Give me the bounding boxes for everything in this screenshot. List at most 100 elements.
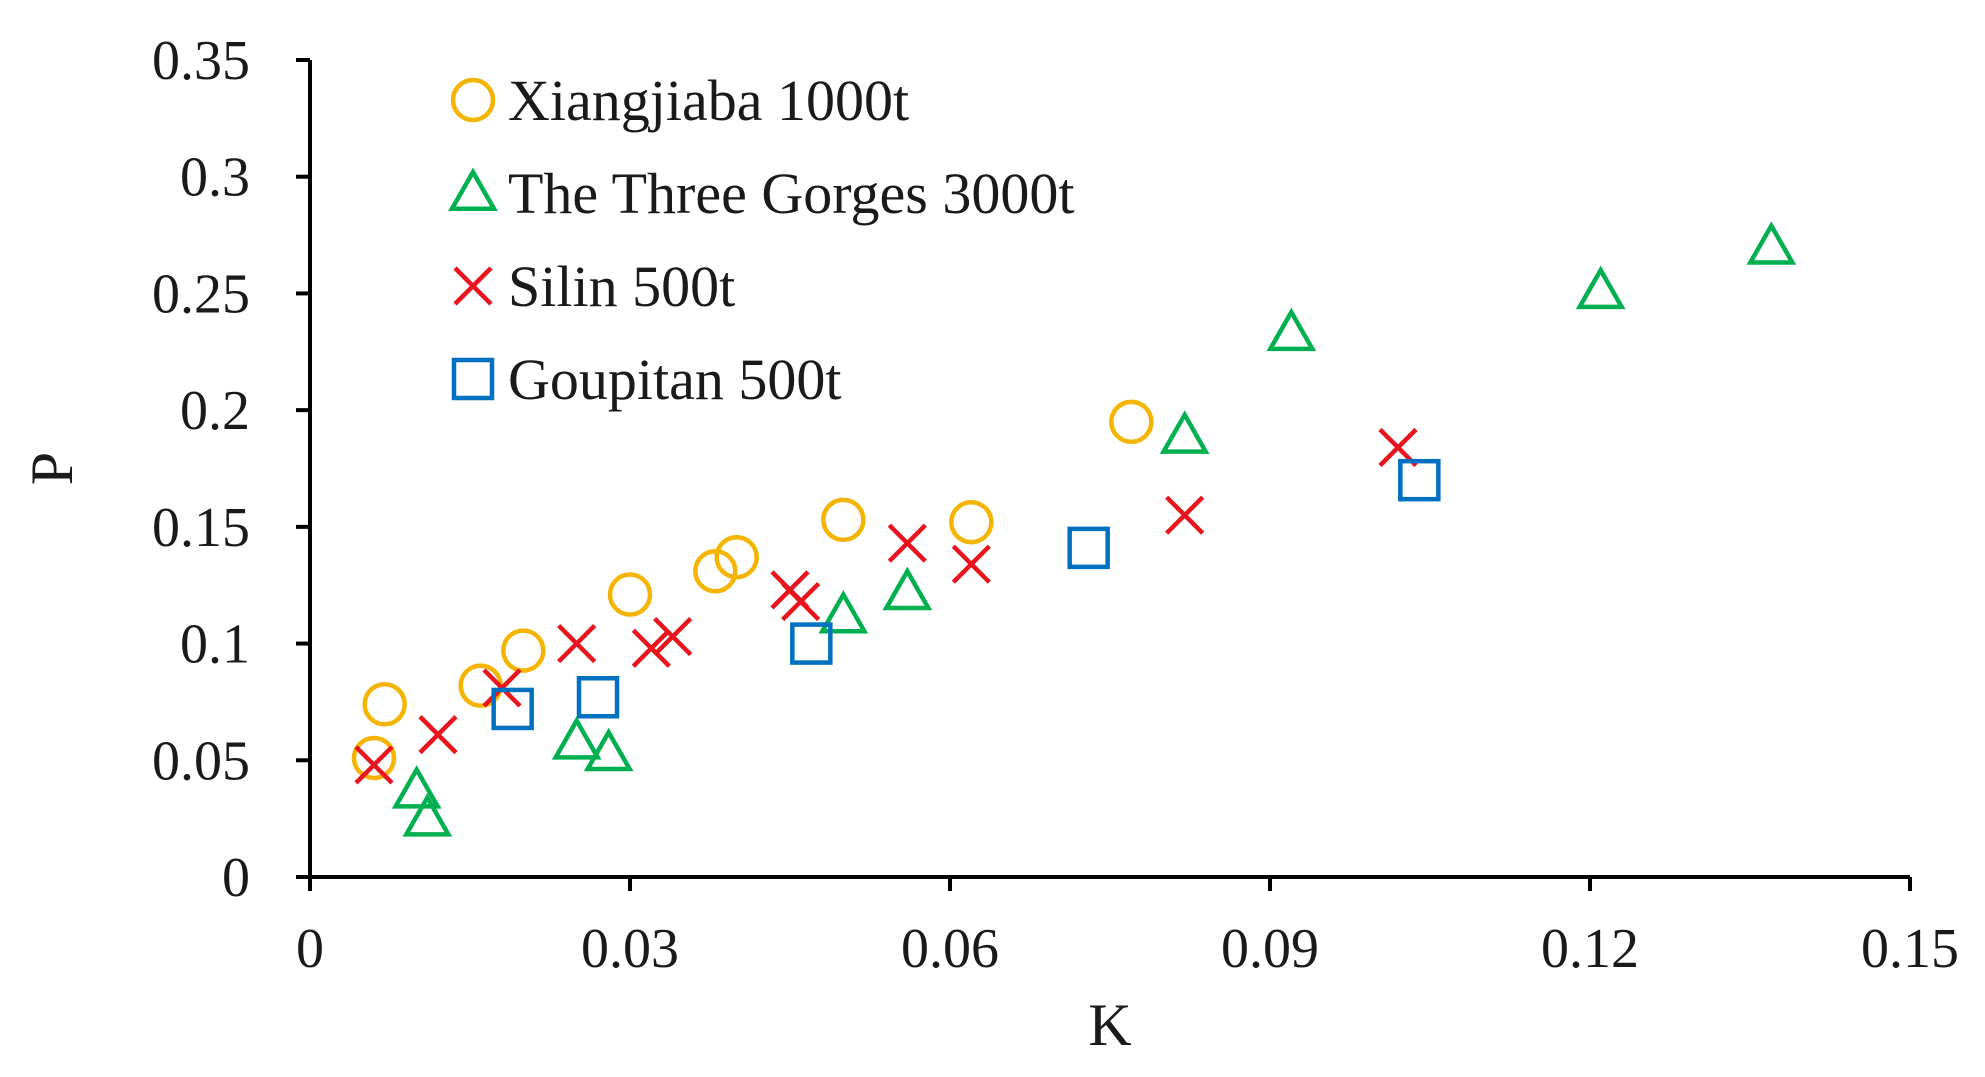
y-tick-label: 0 [222, 847, 250, 909]
triangle-marker [1575, 265, 1626, 310]
triangle-marker-shape [1266, 307, 1317, 352]
square-marker-shape [1398, 458, 1441, 502]
circle-marker [607, 572, 653, 617]
x-marker [453, 266, 493, 306]
y-axis-title: P [19, 452, 85, 485]
x-marker-stroke [653, 616, 693, 657]
data-marks [351, 221, 1797, 837]
triangle-marker-shape [818, 590, 869, 634]
circle-marker-shape [821, 497, 866, 543]
circle-marker-shape [362, 682, 407, 727]
triangle-marker [551, 716, 602, 760]
legend-label: Xiangjiaba 1000t [508, 68, 909, 133]
legend-item: Silin 500t [453, 254, 735, 319]
x-marker-stroke [781, 581, 821, 622]
x-tick-label: 0.12 [1541, 918, 1639, 980]
x-marker [418, 715, 458, 755]
series-circle [351, 399, 1154, 781]
square-marker [491, 687, 534, 731]
legend: Xiangjiaba 1000t The Three Gorges 3000t Si… [448, 68, 1074, 412]
triangle-marker-shape [1159, 410, 1210, 454]
x-marker-stroke [1165, 495, 1205, 535]
square-marker [1398, 458, 1441, 502]
legend-label: Goupitan 500t [508, 347, 841, 412]
circle-marker-shape [607, 572, 653, 617]
y-tick-label: 0.25 [152, 263, 250, 325]
y-tick-label: 0.35 [152, 30, 250, 92]
x-marker-stroke [418, 715, 458, 755]
triangle-marker [1159, 410, 1210, 454]
circle-marker-shape [714, 534, 759, 580]
legend-item: The Three Gorges 3000t [448, 161, 1074, 226]
legend-label: The Three Gorges 3000t [508, 161, 1074, 226]
x-marker [354, 745, 394, 785]
square-marker-shape [576, 676, 620, 719]
x-marker [951, 544, 991, 584]
x-marker-stroke [951, 544, 991, 584]
triangle-marker-shape [448, 167, 498, 211]
triangle-marker-shape [1746, 221, 1797, 265]
x-marker [781, 581, 821, 622]
triangle-marker [391, 765, 442, 809]
circle-marker-shape [351, 735, 397, 781]
circle-marker-shape [1109, 399, 1154, 445]
square-marker-shape [790, 622, 833, 665]
circle-marker [450, 77, 496, 123]
x-tick-label: 0 [296, 918, 324, 980]
y-tick-label: 0.1 [180, 614, 250, 676]
triangle-marker-shape [583, 727, 634, 772]
circle-marker [1109, 399, 1154, 445]
square-marker [790, 622, 833, 665]
x-marker-stroke [557, 623, 597, 664]
y-tick-label: 0.05 [152, 730, 250, 792]
triangle-marker [583, 727, 634, 772]
x-marker [557, 623, 597, 664]
legend-item: Xiangjiaba 1000t [450, 68, 909, 133]
square-marker [451, 357, 495, 401]
series-square [491, 458, 1441, 731]
triangle-marker-shape [391, 765, 442, 809]
x-marker-stroke [354, 745, 394, 785]
x-marker-stroke [453, 266, 493, 306]
circle-marker-shape [949, 499, 994, 545]
triangle-marker [448, 167, 498, 211]
series-triangle [391, 221, 1797, 837]
y-tick-label: 0.3 [180, 147, 250, 209]
x-marker [653, 616, 693, 657]
x-tick-label: 0.03 [581, 918, 679, 980]
legend-item: Goupitan 500t [451, 347, 841, 412]
triangle-marker-shape [882, 566, 933, 611]
triangle-marker-shape [1575, 265, 1626, 310]
square-marker-shape [451, 357, 495, 401]
square-marker-shape [1067, 526, 1110, 570]
triangle-marker-shape [402, 793, 453, 837]
legend-label: Silin 500t [508, 254, 735, 319]
circle-marker [351, 735, 397, 781]
x-tick-label: 0.09 [1221, 918, 1319, 980]
x-marker [1165, 495, 1205, 535]
y-tick-label: 0.15 [152, 497, 250, 559]
circle-marker [362, 682, 407, 727]
circle-marker [714, 534, 759, 580]
circle-marker [821, 497, 866, 543]
square-marker [1067, 526, 1110, 570]
x-marker-stroke [631, 628, 671, 668]
x-marker [887, 523, 927, 563]
x-tick-label: 0.06 [901, 918, 999, 980]
triangle-marker [1746, 221, 1797, 265]
triangle-marker [882, 566, 933, 611]
triangle-marker-shape [551, 716, 602, 760]
triangle-marker [402, 793, 453, 837]
square-marker [576, 676, 620, 719]
circle-marker [501, 628, 546, 673]
x-tick-label: 0.15 [1861, 918, 1959, 980]
square-marker-shape [491, 687, 534, 731]
x-marker-stroke [887, 523, 927, 563]
triangle-marker [818, 590, 869, 634]
circle-marker-shape [450, 77, 496, 123]
triangle-marker [1266, 307, 1317, 352]
circle-marker [949, 499, 994, 545]
axes: 0 0.03 0.06 0.09 0.12 0.15 0 0.05 0.1 0.15 0.2 0.25… [19, 30, 1959, 1058]
x-marker [631, 628, 671, 668]
